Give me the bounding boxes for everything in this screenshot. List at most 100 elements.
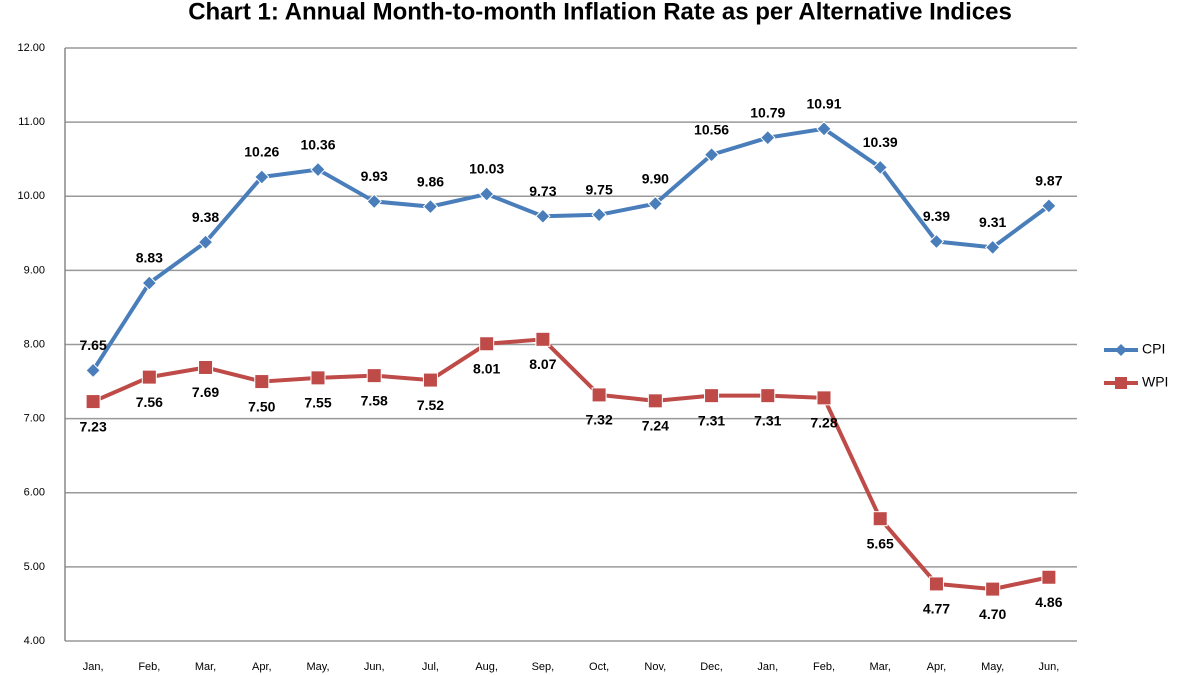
y-tick-label: 8.00 [24,338,45,350]
y-tick-label: 6.00 [24,487,45,499]
data-point [1041,198,1057,214]
series-line [92,337,1050,592]
data-point [197,234,214,250]
y-tick-label: 4.00 [24,635,45,647]
x-tick-label: Apr, [927,661,947,673]
data-label: 10.39 [863,134,898,150]
data-point [478,186,495,202]
legend-label: CPI [1142,341,1165,357]
data-point [816,390,832,406]
data-point [141,369,157,385]
data-point [703,147,720,163]
chart-title: Chart 1: Annual Month-to-month Inflation… [188,0,1012,25]
data-label: 9.39 [923,208,950,224]
data-point [984,239,1001,256]
data-point [591,207,607,223]
data-label: 7.23 [79,418,106,434]
data-point [872,159,888,176]
x-tick-label: Jun, [1038,661,1059,673]
x-tick-label: Jun, [364,661,385,673]
y-tick-label: 7.00 [24,413,45,425]
data-label: 7.58 [361,392,388,408]
legend-label: WPI [1142,374,1168,390]
data-point [85,362,101,379]
x-tick-label: Aug, [475,661,498,673]
x-tick-label: Dec, [700,661,723,673]
y-tick-label: 10.00 [17,190,45,202]
data-point [760,129,776,146]
data-point [760,388,776,404]
data-point [872,511,888,527]
data-point [479,336,495,352]
data-label: 8.01 [473,360,500,376]
data-point [647,393,663,409]
data-label: 10.79 [750,104,785,120]
data-label: 7.52 [417,397,444,413]
x-tick-label: Jul, [422,661,439,673]
y-tick-label: 9.00 [24,264,45,276]
data-label: 7.55 [304,395,331,411]
data-label: 7.69 [192,384,219,400]
data-label: 9.75 [585,181,612,197]
data-label: 7.56 [136,394,163,410]
x-tick-label: Mar, [195,661,216,673]
x-tick-label: Apr, [252,661,272,673]
data-point [366,193,382,210]
data-label: 7.24 [642,418,669,434]
x-tick-label: Mar, [870,661,891,673]
data-label: 10.56 [694,121,729,137]
data-point [254,169,270,185]
y-tick-label: 11.00 [18,116,45,128]
data-point [928,576,944,592]
data-label: 4.86 [1035,594,1062,610]
data-point [535,331,551,347]
data-label: 9.90 [642,170,669,186]
data-point [422,372,438,388]
data-label: 7.31 [754,412,781,428]
data-point [985,581,1001,597]
x-tick-label: Oct, [589,661,609,673]
data-label: 5.65 [867,535,894,551]
data-point [816,121,832,137]
data-point [1041,569,1057,585]
data-label: 9.93 [361,168,388,184]
x-tick-label: May, [981,661,1004,673]
data-label: 7.31 [698,412,725,428]
data-label: 7.28 [810,415,837,431]
x-tick-label: Nov, [644,661,666,673]
data-label: 10.26 [244,144,279,160]
data-point [928,233,945,250]
data-point [198,359,214,375]
data-label: 7.32 [585,412,612,428]
x-tick-label: Jan, [83,661,104,673]
data-point [591,387,607,403]
data-point [310,161,326,178]
data-label: 9.87 [1035,173,1062,189]
data-label: 9.86 [417,173,444,189]
data-label: 10.91 [806,95,841,111]
x-tick-label: Sep, [532,661,555,673]
data-label: 8.83 [136,250,163,266]
data-point [366,368,382,384]
data-point [535,208,551,224]
x-tick-label: Feb, [138,661,160,673]
data-point [85,394,101,410]
series-line [91,126,1051,372]
data-label: 9.38 [192,209,219,225]
data-point [141,275,158,291]
x-tick-label: May, [306,661,329,673]
data-point [422,198,439,215]
data-label: 4.70 [979,606,1006,622]
data-point [310,370,326,386]
data-point [254,374,270,390]
data-label: 10.36 [300,136,335,152]
data-label: 8.07 [529,356,556,372]
y-tick-label: 5.00 [24,561,45,573]
data-label: 7.50 [248,398,275,414]
data-label: 4.77 [923,601,950,617]
y-tick-label: 12.00 [17,42,45,54]
x-tick-label: Jan, [757,661,778,673]
